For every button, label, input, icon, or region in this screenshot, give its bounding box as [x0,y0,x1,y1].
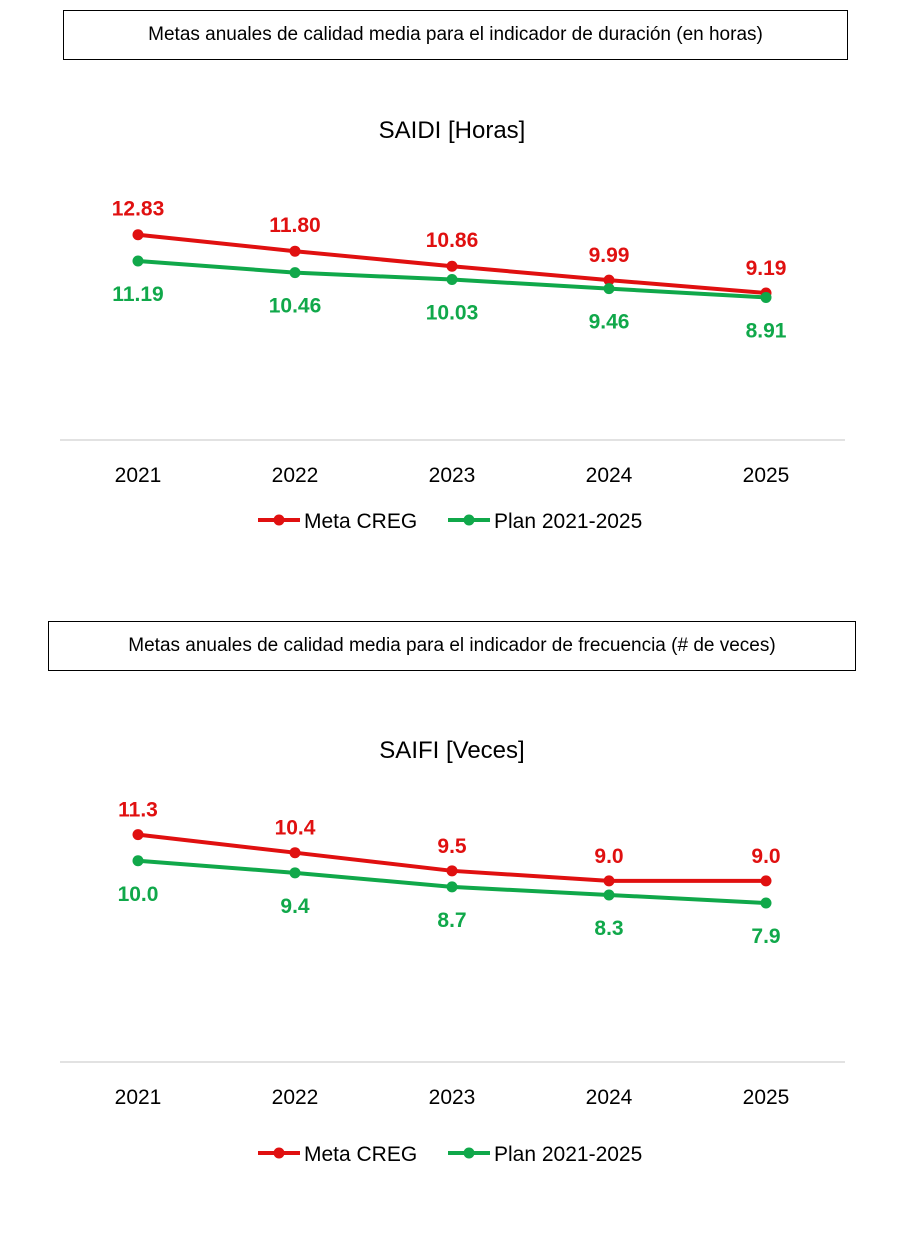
legend-swatch-marker [273,514,285,526]
plan-point [132,255,144,267]
meta-creg-data-label: 9.5 [437,835,467,858]
plan-data-label: 11.19 [112,283,163,306]
saidi-chart: SAIDI [Horas] 2021 2022 2023 2024 2025 12.83 11… [60,117,845,533]
meta-creg-point [132,829,144,841]
plan-point [603,889,615,901]
meta-creg-data-label: 10.4 [275,817,316,840]
x-tick-label: 2022 [272,464,319,487]
plan-data-label: 8.7 [437,909,466,932]
meta-creg-data-label: 11.80 [269,214,320,237]
plan-point [289,267,301,279]
x-tick-label: 2025 [743,1086,790,1109]
legend-entry: Meta CREG [304,510,417,533]
plan-data-label: 8.3 [594,917,623,940]
plan-data-label: 7.9 [751,925,780,948]
saifi-chart: SAIFI [Veces] 2021 2022 2023 2024 2025 11.3 10.… [60,737,845,1166]
plan-data-label: 10.03 [426,302,479,325]
meta-creg-point [446,865,458,877]
meta-creg-data-label: 9.0 [751,845,780,868]
meta-creg-point [132,229,144,241]
meta-creg-data-label: 11.3 [118,799,158,822]
plan-point [446,881,458,893]
saidi-caption: Metas anuales de calidad media para el i… [148,24,763,45]
legend-swatch-marker [463,1147,475,1159]
plan-point [603,283,615,295]
plan-data-label: 9.46 [589,311,630,334]
saidi-caption-box: Metas anuales de calidad media para el i… [63,10,848,60]
plan-data-label: 10.46 [269,295,322,318]
plan-data-label: 8.91 [746,319,787,342]
plan-data-label: 9.4 [280,895,310,918]
meta-creg-point [760,875,772,887]
legend-swatch-marker [463,514,475,526]
legend-entry: Meta CREG [304,1143,417,1166]
chart-title: SAIFI [Veces] [379,737,524,764]
meta-creg-point [289,245,301,257]
legend-entry: Plan 2021-2025 [494,1143,642,1166]
meta-creg-data-label: 12.83 [112,198,165,221]
meta-creg-point [289,847,301,859]
x-tick-label: 2024 [586,464,633,487]
meta-creg-data-label: 10.86 [426,229,479,252]
x-tick-label: 2021 [115,464,162,487]
meta-creg-point [446,260,458,272]
plan-point [760,897,772,909]
legend-entry: Plan 2021-2025 [494,510,642,533]
x-tick-label: 2022 [272,1086,319,1109]
plan-point [446,274,458,286]
meta-creg-data-label: 9.0 [594,845,623,868]
x-tick-label: 2024 [586,1086,633,1109]
meta-creg-data-label: 9.99 [589,244,630,267]
meta-creg-point [603,274,615,286]
plan-point [289,867,301,879]
x-tick-label: 2025 [743,464,790,487]
legend-swatch-marker [273,1147,285,1159]
x-tick-label: 2021 [115,1086,162,1109]
x-tick-label: 2023 [429,464,476,487]
x-tick-label: 2023 [429,1086,476,1109]
plan-point [760,291,772,303]
chart-title: SAIDI [Horas] [379,117,526,144]
meta-creg-point [603,875,615,887]
saifi-caption: Metas anuales de calidad media para el i… [128,635,776,656]
saifi-caption-box: Metas anuales de calidad media para el i… [48,621,856,671]
meta-creg-data-label: 9.19 [746,257,787,280]
plan-data-label: 10.0 [118,883,159,906]
plan-point [132,855,144,867]
